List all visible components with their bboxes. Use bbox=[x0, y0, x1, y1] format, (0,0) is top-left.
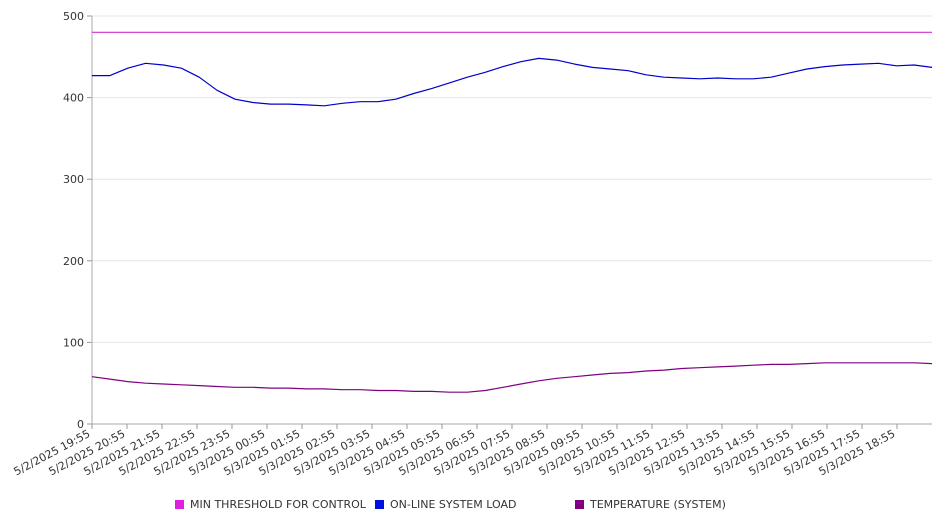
y-tick-label: 500 bbox=[63, 10, 84, 23]
y-tick-label: 100 bbox=[63, 336, 84, 349]
legend-swatch-temperature bbox=[575, 500, 584, 509]
y-tick-label: 300 bbox=[63, 173, 84, 186]
series-line-on-line-system-load bbox=[92, 57, 933, 107]
y-tick-label: 200 bbox=[63, 255, 84, 268]
legend-swatch-system-load bbox=[375, 500, 384, 509]
y-tick-label: 0 bbox=[77, 418, 84, 431]
legend-label-system-load: ON-LINE SYSTEM LOAD bbox=[390, 498, 517, 511]
legend: MIN THRESHOLD FOR CONTROL ON-LINE SYSTEM… bbox=[0, 498, 946, 516]
x-tick-labels: 5/2/2025 19:555/2/2025 20:555/2/2025 21:… bbox=[12, 427, 898, 478]
legend-swatch-min-threshold bbox=[175, 500, 184, 509]
legend-item-system-load[interactable]: ON-LINE SYSTEM LOAD bbox=[375, 498, 516, 511]
grid-lines bbox=[92, 15, 932, 343]
legend-item-min-threshold[interactable]: MIN THRESHOLD FOR CONTROL bbox=[175, 498, 366, 511]
y-tick-labels: 0 100 200 300 400 500 bbox=[63, 10, 84, 431]
legend-label-temperature: TEMPERATURE (SYSTEM) bbox=[590, 498, 726, 511]
y-tick-label: 400 bbox=[63, 92, 84, 105]
series-line-temperature-system bbox=[91, 362, 933, 393]
axes bbox=[87, 15, 932, 429]
series-lines bbox=[91, 31, 933, 393]
legend-label-min-threshold: MIN THRESHOLD FOR CONTROL bbox=[190, 498, 366, 511]
legend-item-temperature[interactable]: TEMPERATURE (SYSTEM) bbox=[575, 498, 726, 511]
